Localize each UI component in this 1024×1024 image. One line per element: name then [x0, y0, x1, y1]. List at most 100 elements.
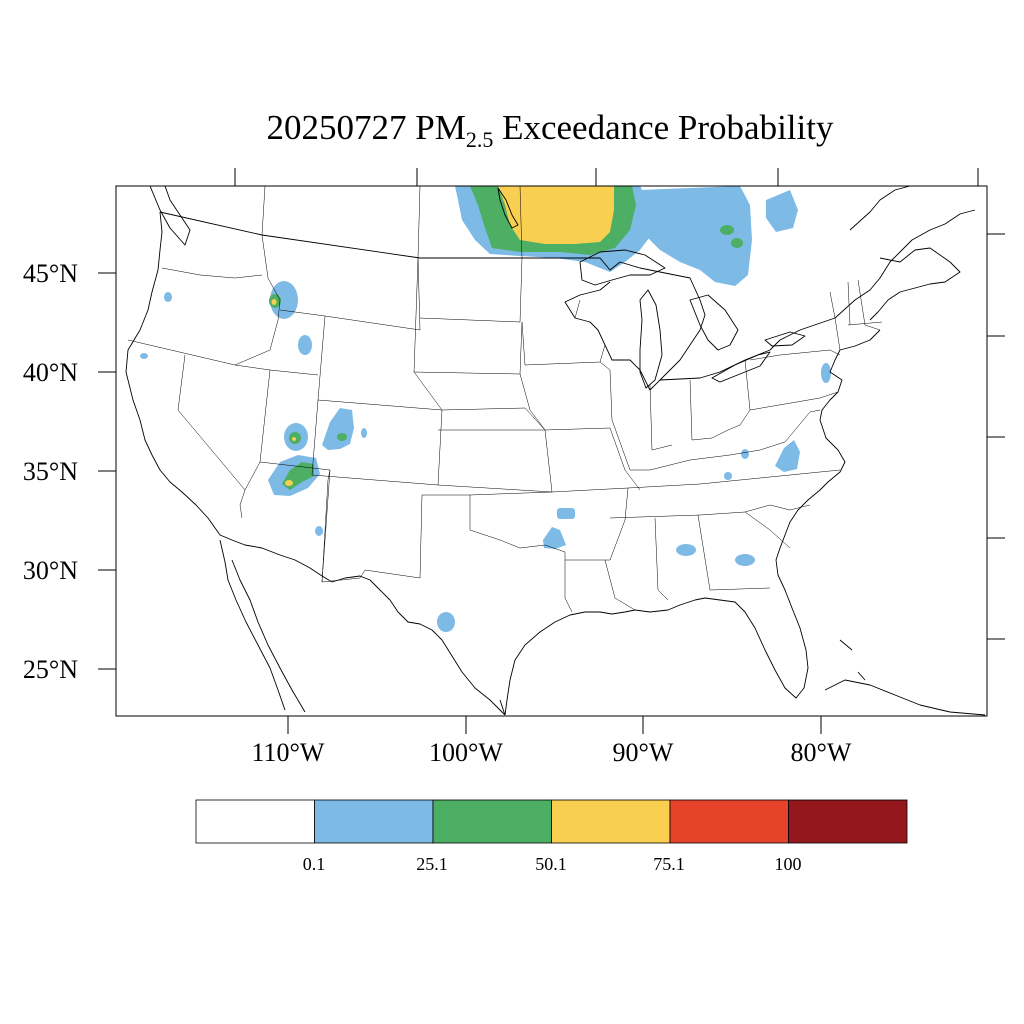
- legend-swatch: [432, 799, 552, 844]
- cuba: [824, 639, 986, 716]
- lake-huron: [689, 294, 739, 351]
- lon-label: 110°W: [252, 738, 325, 767]
- prob-area-wyoming-blue: [298, 335, 312, 355]
- prob-area-colorado-green: [337, 433, 347, 441]
- state-line: [784, 409, 821, 443]
- lake-michigan: [639, 289, 663, 389]
- state-line: [234, 234, 281, 366]
- map-title: 20250727 PM2.5 Exceedance Probability: [0, 108, 1024, 153]
- prob-area-alabama-blue: [676, 544, 696, 556]
- prob-area-ontario-green2: [731, 238, 743, 248]
- lake-superior: [579, 249, 666, 286]
- legend-label: 25.1: [416, 854, 448, 874]
- legend-label: 100: [775, 854, 802, 874]
- prob-area-texas-blue: [437, 612, 455, 632]
- state-line: [749, 349, 841, 361]
- legend-swatch: [195, 799, 315, 844]
- state-line: [727, 359, 751, 431]
- prob-area-kentucky-blue: [741, 449, 749, 459]
- lat-label: 30°N: [23, 556, 78, 585]
- prob-area-arizona-yellow: [285, 480, 293, 486]
- state-line: [609, 369, 650, 471]
- legend-swatch: [669, 799, 789, 844]
- canada-coast: [149, 186, 961, 321]
- prob-area-pennsylvania-blue: [821, 363, 831, 383]
- lon-label: 100°W: [429, 738, 503, 767]
- lat-label: 25°N: [23, 655, 78, 684]
- state-line: [689, 379, 729, 441]
- state-line: [437, 429, 553, 493]
- prob-area-idaho-yellow: [271, 299, 277, 305]
- state-line: [609, 504, 811, 519]
- baja-coast: [219, 539, 306, 713]
- state-line: [749, 391, 839, 411]
- title-pm-subscript: 2.5: [465, 127, 494, 152]
- state-line: [744, 511, 791, 549]
- province-line: [261, 186, 523, 259]
- state-line: [649, 441, 786, 471]
- state-line: [829, 291, 836, 319]
- state-line: [564, 552, 573, 613]
- state-line: [521, 321, 611, 371]
- legend-label: 50.1: [535, 854, 567, 874]
- state-line: [649, 384, 673, 451]
- prob-area-louisiana-blue: [543, 527, 566, 549]
- state-line: [697, 514, 771, 591]
- prob-area-az-south-blue: [315, 526, 323, 536]
- state-line: [574, 299, 606, 363]
- state-line: [627, 469, 841, 489]
- map-frame: [115, 185, 988, 717]
- prob-area-ontario-green: [720, 225, 734, 235]
- prob-area-utah-yellow: [292, 437, 296, 441]
- state-line: [551, 487, 629, 561]
- axis-ticks: [98, 168, 1005, 734]
- state-line: [413, 257, 443, 411]
- latitude-labels: 45°N 40°N 35°N 30°N 25°N: [23, 259, 78, 684]
- state-line: [413, 321, 523, 375]
- state-line: [279, 257, 421, 331]
- lon-label: 90°W: [613, 738, 674, 767]
- prob-area-colorado-blue: [322, 408, 354, 450]
- state-line: [419, 257, 523, 323]
- prob-area-oregon-blue: [164, 292, 172, 302]
- prob-area-ca-blue: [140, 353, 148, 359]
- lake-ontario: [764, 331, 806, 347]
- state-line: [269, 369, 319, 376]
- mexico-gulf-coast: [499, 699, 506, 716]
- prob-area-colorado-blue2: [361, 428, 367, 438]
- state-line: [834, 279, 883, 351]
- state-line: [321, 469, 423, 583]
- prob-area-arkansas-blue: [557, 508, 575, 519]
- legend-swatch: [314, 799, 434, 844]
- state-line: [441, 407, 546, 431]
- legend-swatch: [788, 799, 908, 844]
- legend-label: 75.1: [653, 854, 685, 874]
- lake-erie: [711, 351, 771, 383]
- lat-label: 40°N: [23, 358, 78, 387]
- state-line: [177, 354, 246, 519]
- title-rest: Exceedance Probability: [502, 108, 834, 147]
- prob-area-georgia-blue: [735, 554, 755, 566]
- legend-colorbar: [195, 799, 908, 844]
- state-line: [544, 427, 641, 491]
- state-line: [469, 491, 553, 496]
- longitude-labels: 110°W 100°W 90°W 80°W: [252, 738, 852, 767]
- state-line: [259, 461, 331, 583]
- state-line: [519, 373, 546, 431]
- prob-area-virginia-blue: [775, 440, 800, 472]
- legend-label: 0.1: [303, 854, 326, 874]
- prob-area-idaho-blue: [270, 281, 298, 319]
- state-line: [161, 267, 263, 279]
- lon-label: 80°W: [791, 738, 852, 767]
- state-line: [654, 517, 669, 601]
- prob-area-quebec-blue: [766, 190, 798, 232]
- map-outlines: [125, 186, 986, 716]
- lake-winnipeg: [497, 187, 519, 229]
- us-coastline-outline: [125, 209, 976, 716]
- state-line: [127, 339, 271, 371]
- state-line: [311, 399, 443, 486]
- probability-fields: [140, 186, 831, 632]
- title-date: 20250727: [266, 108, 407, 147]
- prob-area-ontario-blue: [640, 186, 752, 286]
